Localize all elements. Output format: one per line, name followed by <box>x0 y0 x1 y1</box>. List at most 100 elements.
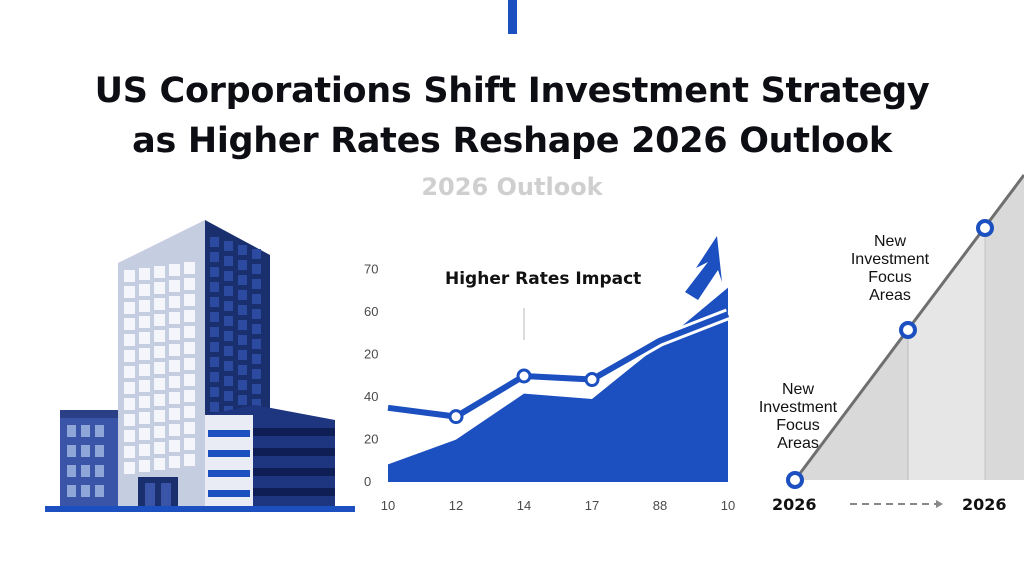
building-window <box>124 334 135 346</box>
headline-line-1: US Corporations Shift Investment Strateg… <box>94 71 930 111</box>
building-window <box>124 302 135 314</box>
y-tick-label: 60 <box>364 304 378 319</box>
building-window <box>224 316 233 326</box>
building-window <box>154 442 165 454</box>
chart-title: Higher Rates Impact <box>445 269 641 289</box>
building-window <box>210 342 219 352</box>
building-window <box>252 294 261 304</box>
building-window <box>169 328 180 340</box>
building-window <box>252 384 261 394</box>
building-window <box>154 266 165 278</box>
building-window <box>124 398 135 410</box>
building-window <box>210 402 219 412</box>
y-tick-label: 70 <box>364 262 378 277</box>
headline: US Corporations Shift Investment Strateg… <box>0 66 1024 166</box>
building-window <box>154 282 165 294</box>
chart-area-series <box>388 287 728 482</box>
building-window <box>238 395 247 405</box>
building-window <box>184 326 195 338</box>
building-window <box>238 335 247 345</box>
chart-point <box>516 368 532 384</box>
building-window <box>124 366 135 378</box>
building-window <box>139 380 150 392</box>
building-window <box>252 369 261 379</box>
building-window <box>238 260 247 270</box>
ground-line <box>45 506 355 512</box>
building-window <box>224 271 233 281</box>
x-tick-label: 10 <box>721 498 735 513</box>
building-window <box>139 348 150 360</box>
building-window <box>169 392 180 404</box>
building-window <box>139 396 150 408</box>
building-window <box>238 305 247 315</box>
investment-timeline: New Investment Focus Areas New Investmen… <box>759 174 1024 514</box>
building-window <box>238 245 247 255</box>
building-window <box>252 264 261 274</box>
y-tick-label: 0 <box>364 474 371 489</box>
building-window <box>169 264 180 276</box>
building-window <box>184 406 195 418</box>
svg-text:New: New <box>782 381 814 398</box>
building-window <box>210 312 219 322</box>
building-window <box>139 444 150 456</box>
building-window <box>124 462 135 474</box>
building-window <box>169 456 180 468</box>
timeline-node-top[interactable] <box>976 219 994 237</box>
building-window <box>210 252 219 262</box>
building-window <box>154 346 165 358</box>
building-window <box>139 268 150 280</box>
building-window <box>154 378 165 390</box>
building-window <box>224 361 233 371</box>
chart-point <box>584 372 600 388</box>
timeline-node-middle[interactable] <box>899 321 917 339</box>
building-window <box>184 278 195 290</box>
building-entrance <box>138 477 178 506</box>
building-window <box>252 399 261 409</box>
building-window <box>139 332 150 344</box>
building-window <box>139 428 150 440</box>
year-label-left: 2026 <box>772 495 817 514</box>
building-window <box>124 318 135 330</box>
building-window <box>224 256 233 266</box>
building-window <box>169 296 180 308</box>
building-window <box>124 414 135 426</box>
x-tick-label: 10 <box>381 498 395 513</box>
building-window <box>184 358 195 370</box>
building-window <box>154 362 165 374</box>
y-tick-label: 40 <box>364 389 378 404</box>
building-window <box>238 350 247 360</box>
building-window <box>124 350 135 362</box>
building-window <box>184 454 195 466</box>
building-window <box>154 410 165 422</box>
building-window <box>210 237 219 247</box>
building-window <box>252 309 261 319</box>
building-window <box>169 424 180 436</box>
building-window <box>238 320 247 330</box>
svg-text:Investment: Investment <box>759 399 838 416</box>
building-window <box>139 412 150 424</box>
building-window <box>139 316 150 328</box>
building-window <box>124 430 135 442</box>
chart-point <box>448 409 464 425</box>
building-window <box>139 460 150 472</box>
building-window <box>169 280 180 292</box>
building-window <box>210 372 219 382</box>
x-tick-label: 12 <box>449 498 463 513</box>
building-window <box>154 314 165 326</box>
x-tick-label: 14 <box>517 498 531 513</box>
building-window <box>184 342 195 354</box>
building-window <box>210 357 219 367</box>
building-window <box>252 354 261 364</box>
building-window <box>124 446 135 458</box>
building-window <box>238 290 247 300</box>
building-window <box>154 458 165 470</box>
building-window <box>169 440 180 452</box>
building-window <box>169 312 180 324</box>
building-window <box>224 376 233 386</box>
x-tick-label: 17 <box>585 498 599 513</box>
building-window <box>124 286 135 298</box>
svg-text:Areas: Areas <box>777 435 819 452</box>
building-window <box>184 390 195 402</box>
up-arrow-icon <box>685 236 722 300</box>
timeline-node-start[interactable] <box>786 471 804 489</box>
